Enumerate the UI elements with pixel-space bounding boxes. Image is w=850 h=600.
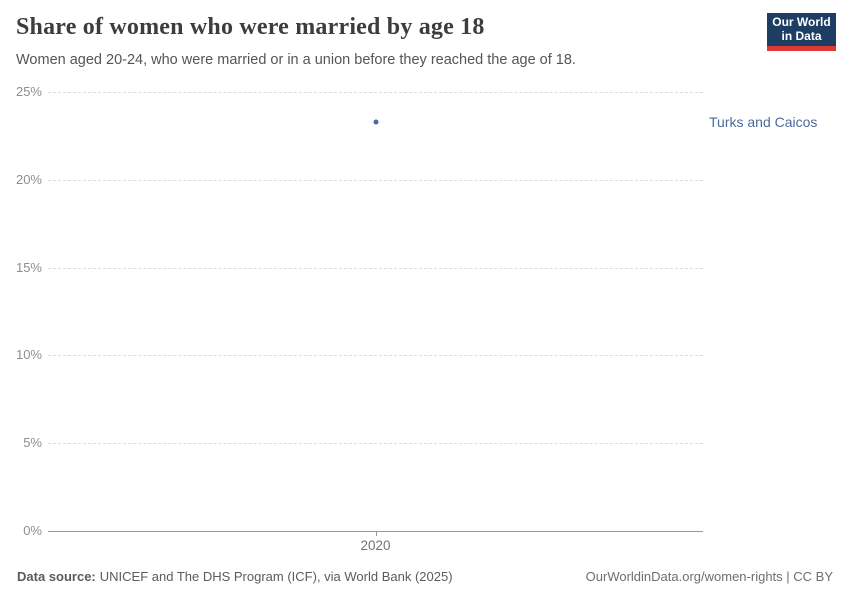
data-point-turks-and-caicos[interactable] bbox=[373, 119, 378, 125]
data-source-label: Data source: bbox=[17, 569, 96, 584]
owid-logo[interactable]: Our World in Data bbox=[767, 13, 836, 51]
data-source-note: Data source: UNICEF and The DHS Program (… bbox=[17, 569, 453, 584]
page-title: Share of women who were married by age 1… bbox=[16, 14, 485, 40]
y-tick-label-25: 25% bbox=[15, 84, 42, 99]
y-tick-label-0: 0% bbox=[23, 523, 42, 538]
gridline-5 bbox=[48, 443, 703, 445]
gridline-15 bbox=[48, 267, 703, 269]
y-tick-label-5: 5% bbox=[23, 435, 42, 451]
y-tick-label-15: 15% bbox=[15, 259, 42, 275]
owid-logo-line2: in Data bbox=[781, 28, 822, 43]
data-source-text: UNICEF and The DHS Program (ICF), via Wo… bbox=[99, 569, 453, 584]
y-tick-label-10: 10% bbox=[15, 347, 42, 363]
gridline-10 bbox=[48, 355, 703, 357]
license-link[interactable]: OurWorldinData.org/women-rights | CC BY bbox=[585, 569, 833, 584]
series-label-turks-and-caicos[interactable]: Turks and Caicos bbox=[709, 113, 818, 130]
gridline-25 bbox=[48, 92, 703, 93]
owid-logo-line1: Our World bbox=[772, 14, 831, 29]
y-tick-label-20: 20% bbox=[15, 171, 42, 187]
chart-subtitle: Women aged 20-24, who were married or in… bbox=[16, 52, 576, 68]
x-tick-label-2020: 2020 bbox=[360, 538, 391, 553]
chart-footer: Data source: UNICEF and The DHS Program (… bbox=[0, 569, 850, 584]
gridline-20 bbox=[48, 179, 703, 181]
x-tick-2020 bbox=[375, 531, 377, 536]
